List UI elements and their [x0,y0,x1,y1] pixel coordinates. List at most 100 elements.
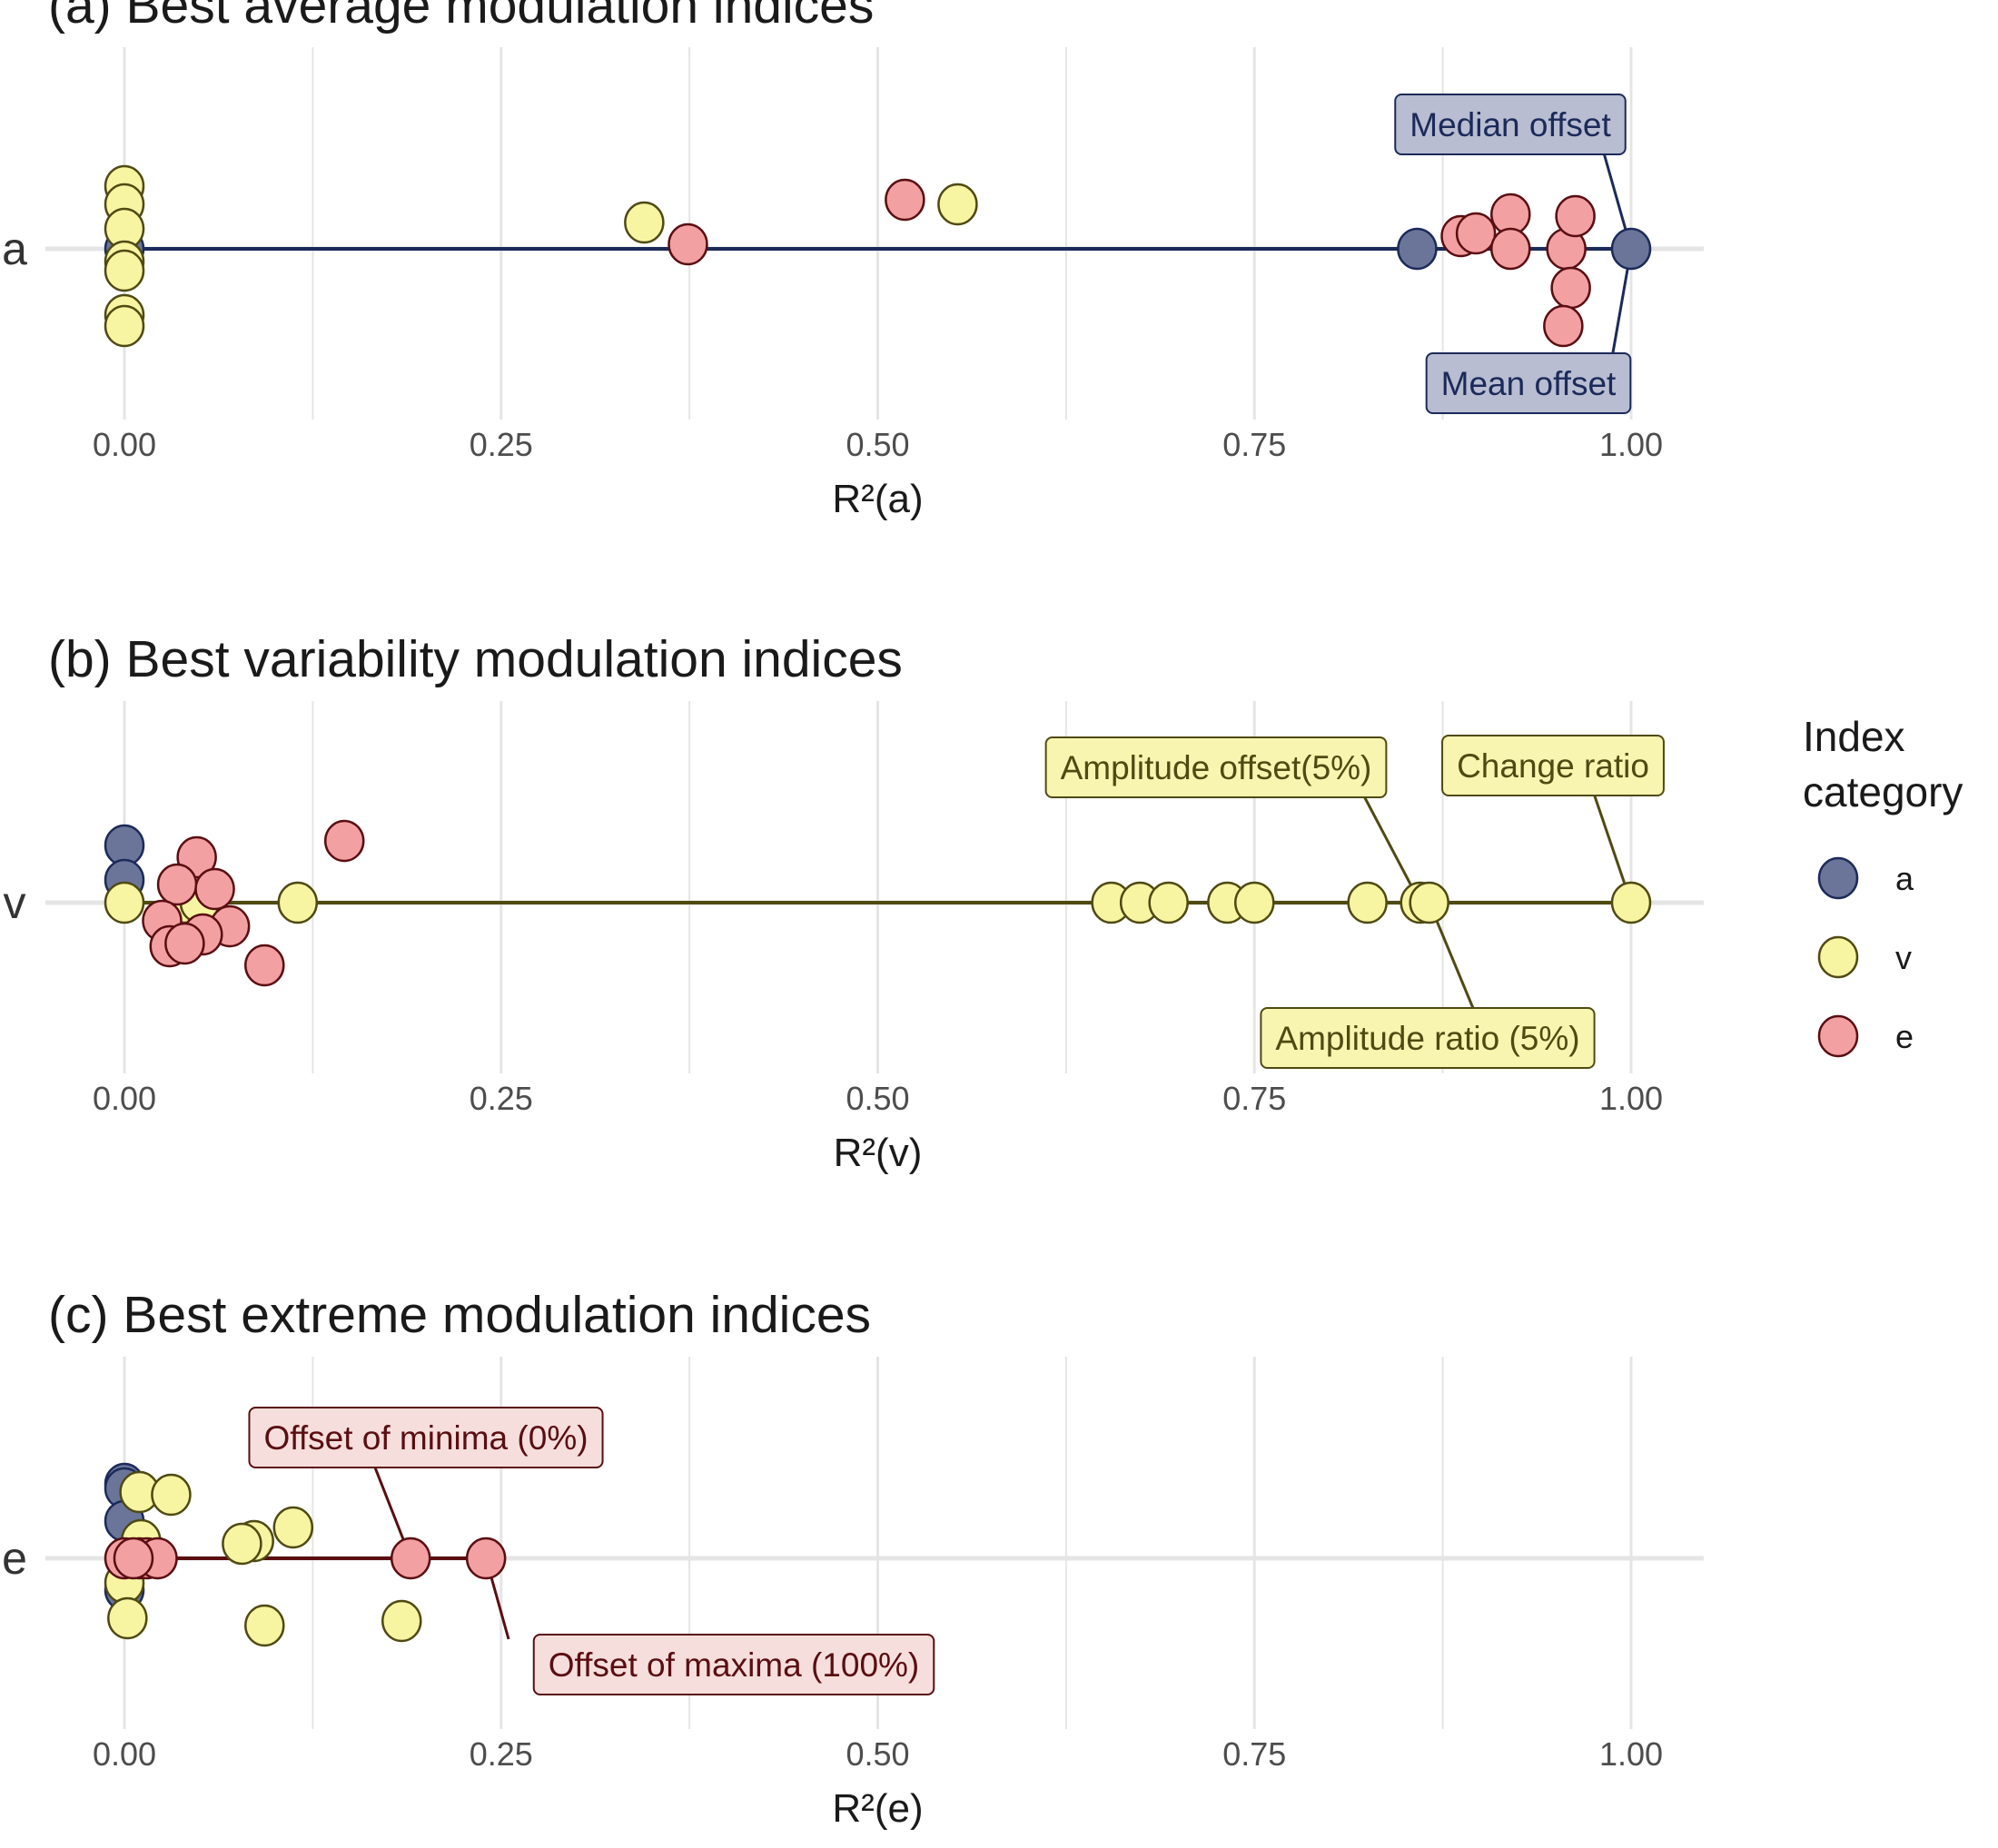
legend-key [1817,1014,1859,1058]
x-tick-label: 0.50 [846,1735,909,1773]
annotation-box [1260,1007,1596,1069]
point-v [1234,881,1275,924]
point-e [390,1537,431,1580]
point-a [1610,227,1652,271]
x-tick-label: 0.25 [470,1080,533,1117]
point-e [465,1537,507,1580]
point-e [1550,266,1591,310]
legend-title-line1: Index [1803,713,1905,760]
annotation-label: Amplitude ratio (5%) [1260,1007,1596,1069]
point-v [624,201,665,244]
x-axis-title: R²(e) [832,1786,923,1831]
panel-v: (b) Best variability modulation indices v… [4,630,1704,1175]
points [104,164,1652,348]
legend-title-line2: category [1803,768,1963,815]
point-v [272,1506,314,1549]
point-e [323,819,365,863]
annotation-text: Amplitude ratio (5%) [1275,1020,1579,1057]
point-e [244,944,285,987]
legend-items: a v e [1817,856,1914,1058]
y-tick-label: e [2,1533,27,1584]
panel-title: (c) Best extreme modulation indices [48,1286,871,1344]
annotation-text: Amplitude offset(5%) [1061,749,1372,786]
point-e [668,222,708,266]
point-e [1490,227,1531,271]
annotation-box [1441,735,1665,796]
legend-key [1817,935,1859,979]
annotation-text: Offset of minima (0%) [263,1419,588,1457]
x-tick-label: 0.25 [470,1735,533,1773]
legend: Index category a v e [1803,713,1963,1058]
x-tick-label: 0.00 [93,426,156,463]
point-v [1610,881,1652,924]
y-tick-label: v [4,877,26,928]
x-tick-label: 1.00 [1599,1735,1663,1773]
panel-title: (a) Best average modulation indices [48,0,874,35]
x-tick-label: 0.00 [93,1080,156,1117]
legend-item-a: a [1817,856,1914,900]
x-tick-label: 0.00 [93,1735,156,1773]
annotation-label: Change ratio [1441,735,1665,796]
point-e [1555,194,1596,238]
point-e [156,863,198,906]
annotation-box [1044,736,1388,798]
point-e [113,1537,154,1580]
point-v [104,249,145,292]
x-tick-label: 0.25 [470,426,533,463]
x-tick-label: 0.75 [1222,426,1286,463]
point-v [151,1473,192,1517]
point-a [1397,227,1438,271]
point-e [194,867,235,911]
legend-item-v: v [1817,935,1912,979]
point-v [381,1599,422,1643]
point-e [885,178,925,222]
legend-label: a [1895,860,1914,897]
panel-title: (b) Best variability modulation indices [48,630,903,688]
y-tick-label: a [2,223,27,274]
annotation-label: Median offset [1394,94,1627,155]
x-axis-title: R²(v) [834,1131,923,1175]
x-tick-label: 0.75 [1222,1080,1286,1117]
point-v [1409,881,1449,924]
annotation-label: Amplitude offset(5%) [1044,736,1388,798]
annotations: Median offset Mean offset [1394,94,1633,414]
annotations: Amplitude offset(5%) Change ratio Amplitud… [1044,735,1665,1069]
x-axis-title: R²(a) [832,477,923,521]
x-tick-label: 1.00 [1599,426,1663,463]
point-e [164,922,205,965]
panel-e: (c) Best extreme modulation indices e 0.00… [2,1286,1704,1831]
point-v [107,1596,148,1640]
annotation-label: Offset of minima (0%) [248,1407,604,1468]
annotations: Offset of minima (0%) Offset of maxima (1… [248,1407,935,1695]
points [104,1462,507,1647]
annotation-box [532,1634,935,1695]
annotation-box [248,1407,604,1468]
x-tick-label: 1.00 [1599,1080,1663,1117]
annotation-text: Mean offset [1441,365,1617,402]
point-v [222,1522,262,1566]
annotation-label: Mean offset [1425,352,1632,414]
point-v [244,1604,285,1647]
legend-label: v [1895,939,1912,976]
point-v [1148,881,1189,924]
annotation-text: Change ratio [1457,747,1649,785]
legend-label: e [1895,1018,1914,1055]
panel-a: (a) Best average modulation indices a 0.00… [2,0,1704,521]
point-e [1455,212,1497,255]
annotation-box [1394,94,1627,155]
point-v [104,881,145,924]
annotation-text: Offset of maxima (100%) [549,1646,920,1684]
x-tick-label: 0.50 [846,1080,909,1117]
legend-key [1817,856,1859,900]
point-v [277,881,319,924]
point-v [937,183,978,226]
legend-item-e: e [1817,1014,1914,1058]
point-v [104,304,145,348]
point-e [1543,304,1584,348]
annotation-text: Median offset [1409,106,1611,143]
points [104,819,1652,987]
annotation-label: Offset of maxima (100%) [532,1634,935,1695]
annotation-box [1425,352,1632,414]
point-v [1347,881,1388,924]
